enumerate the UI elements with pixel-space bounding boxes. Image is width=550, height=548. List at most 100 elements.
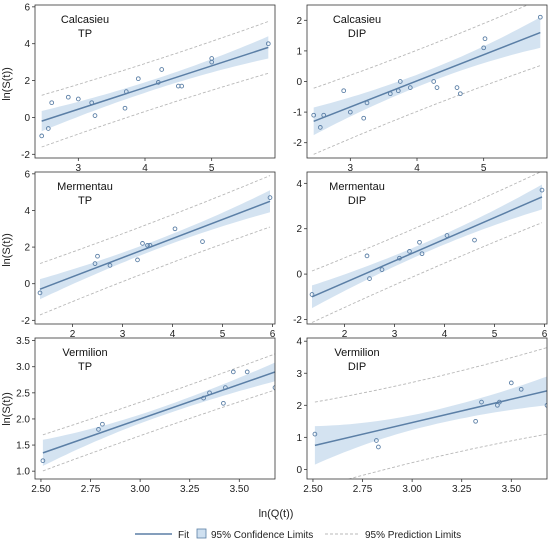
panel-title-1: Calcasieu bbox=[333, 14, 381, 26]
y-tick-label-2-2: 2 bbox=[24, 243, 30, 254]
prediction-upper-1 bbox=[313, 5, 529, 89]
data-point-0-7 bbox=[122, 105, 128, 111]
data-point-2-3 bbox=[107, 263, 113, 268]
y-tick-label-4-5: 3.5 bbox=[16, 336, 30, 347]
data-point-4-4 bbox=[207, 390, 212, 396]
data-point-3-6 bbox=[417, 239, 422, 245]
data-point-2-10 bbox=[267, 195, 273, 200]
data-point-0-3 bbox=[65, 94, 71, 100]
panel-title-3: Mermentau bbox=[329, 181, 385, 193]
data-point-1-6 bbox=[364, 100, 370, 106]
x-tick-label-3-3: 5 bbox=[492, 329, 498, 340]
data-point-1-17 bbox=[537, 14, 543, 20]
y-tick-label-5-4: 4 bbox=[296, 337, 302, 348]
x-tick-label-2-2: 4 bbox=[170, 329, 176, 340]
prediction-lower-0 bbox=[41, 72, 269, 148]
data-point-1-9 bbox=[397, 79, 403, 84]
data-point-5-7 bbox=[508, 380, 514, 386]
x-tick-label-5-4: 3.50 bbox=[502, 484, 522, 495]
data-point-0-11 bbox=[159, 67, 165, 72]
data-point-1-13 bbox=[454, 85, 460, 90]
x-tick-label-1-2: 5 bbox=[481, 163, 487, 174]
panel-subtitle-1: DIP bbox=[348, 28, 366, 40]
data-point-3-4 bbox=[397, 255, 402, 261]
x-tick-label-4-4: 3.50 bbox=[230, 484, 250, 495]
data-point-4-0 bbox=[40, 458, 46, 464]
panel-plot-area-4 bbox=[40, 353, 275, 472]
y-tick-label-5-3: 3 bbox=[296, 369, 302, 380]
y-tick-label-1-2: 0 bbox=[296, 77, 302, 88]
data-point-1-7 bbox=[387, 91, 393, 97]
data-point-2-5 bbox=[140, 241, 145, 246]
data-point-0-9 bbox=[135, 76, 141, 82]
panel-subtitle-5: DIP bbox=[348, 361, 366, 373]
y-tick-label-2-1: 0 bbox=[24, 279, 30, 290]
confidence-band-4 bbox=[42, 362, 275, 466]
data-point-2-8 bbox=[172, 226, 178, 232]
data-point-3-9 bbox=[472, 237, 477, 243]
y-tick-label-0-0: -2 bbox=[21, 150, 30, 161]
chart-panel-3: 2 3 4 5 6 -2 0 2 4 Mermentau DIP bbox=[293, 171, 548, 340]
data-point-4-1 bbox=[96, 427, 101, 432]
data-point-1-12 bbox=[434, 85, 440, 90]
data-point-3-0 bbox=[309, 292, 315, 297]
ylabel-top: ln(S(t)) bbox=[1, 67, 13, 101]
data-point-0-10 bbox=[155, 80, 161, 85]
data-point-2-4 bbox=[135, 257, 140, 263]
data-point-4-8 bbox=[244, 369, 250, 375]
data-point-0-1 bbox=[45, 126, 51, 131]
fit-line-5 bbox=[314, 390, 547, 447]
data-point-0-15 bbox=[209, 56, 215, 61]
data-point-0-8 bbox=[123, 89, 129, 94]
y-tick-label-1-3: 1 bbox=[296, 46, 302, 57]
legend-prediction-label: 95% Prediction Limits bbox=[365, 530, 461, 541]
data-point-1-10 bbox=[407, 85, 413, 90]
panel-frame-3 bbox=[306, 171, 548, 325]
y-tick-label-4-2: 2.0 bbox=[16, 414, 30, 425]
panel-title-2: Mermentau bbox=[57, 181, 113, 193]
y-tick-label-3-2: 2 bbox=[296, 224, 302, 235]
x-tick-label-3-0: 2 bbox=[342, 329, 348, 340]
x-tick-label-0-0: 3 bbox=[76, 163, 82, 174]
panel-subtitle-2: TP bbox=[78, 195, 92, 207]
data-point-0-0 bbox=[39, 133, 45, 139]
data-point-1-3 bbox=[341, 88, 347, 94]
data-point-5-2 bbox=[376, 444, 381, 450]
x-tick-label-3-2: 4 bbox=[442, 329, 448, 340]
legend-confidence-swatch bbox=[196, 528, 207, 539]
data-point-1-16 bbox=[482, 36, 488, 42]
data-point-3-7 bbox=[419, 251, 425, 257]
data-point-0-6 bbox=[92, 113, 98, 118]
data-point-2-0 bbox=[37, 290, 43, 296]
y-tick-label-3-0: -2 bbox=[293, 315, 302, 326]
x-tick-label-5-3: 3.25 bbox=[452, 484, 472, 495]
x-tick-label-4-2: 3.00 bbox=[130, 484, 150, 495]
y-tick-label-1-4: 2 bbox=[296, 16, 302, 27]
data-point-3-8 bbox=[444, 233, 450, 238]
y-tick-label-0-2: 2 bbox=[24, 76, 30, 87]
data-point-4-3 bbox=[201, 395, 206, 401]
y-tick-label-1-1: -1 bbox=[293, 108, 302, 119]
data-point-2-2 bbox=[95, 253, 100, 259]
y-tick-label-0-4: 6 bbox=[24, 2, 30, 13]
x-tick-label-3-1: 3 bbox=[392, 329, 398, 340]
data-point-3-3 bbox=[379, 267, 385, 272]
data-point-5-1 bbox=[374, 438, 379, 443]
x-tick-label-5-2: 3.00 bbox=[402, 484, 422, 495]
data-point-5-6 bbox=[497, 399, 502, 405]
x-tick-label-4-1: 2.75 bbox=[81, 484, 101, 495]
fit-line-3 bbox=[311, 196, 543, 298]
data-point-2-1 bbox=[92, 261, 98, 266]
x-tick-label-5-0: 2.50 bbox=[303, 484, 323, 495]
y-tick-label-4-4: 3.0 bbox=[16, 362, 30, 373]
data-point-4-5 bbox=[221, 400, 226, 406]
panel-frame-4 bbox=[34, 337, 276, 480]
prediction-lower-2 bbox=[39, 226, 271, 316]
fit-line-4 bbox=[42, 371, 275, 454]
panel-subtitle-4: TP bbox=[78, 361, 92, 373]
panel-plot-area-5 bbox=[312, 347, 547, 479]
data-point-0-16 bbox=[265, 41, 271, 47]
y-tick-label-4-1: 1.5 bbox=[16, 441, 30, 452]
